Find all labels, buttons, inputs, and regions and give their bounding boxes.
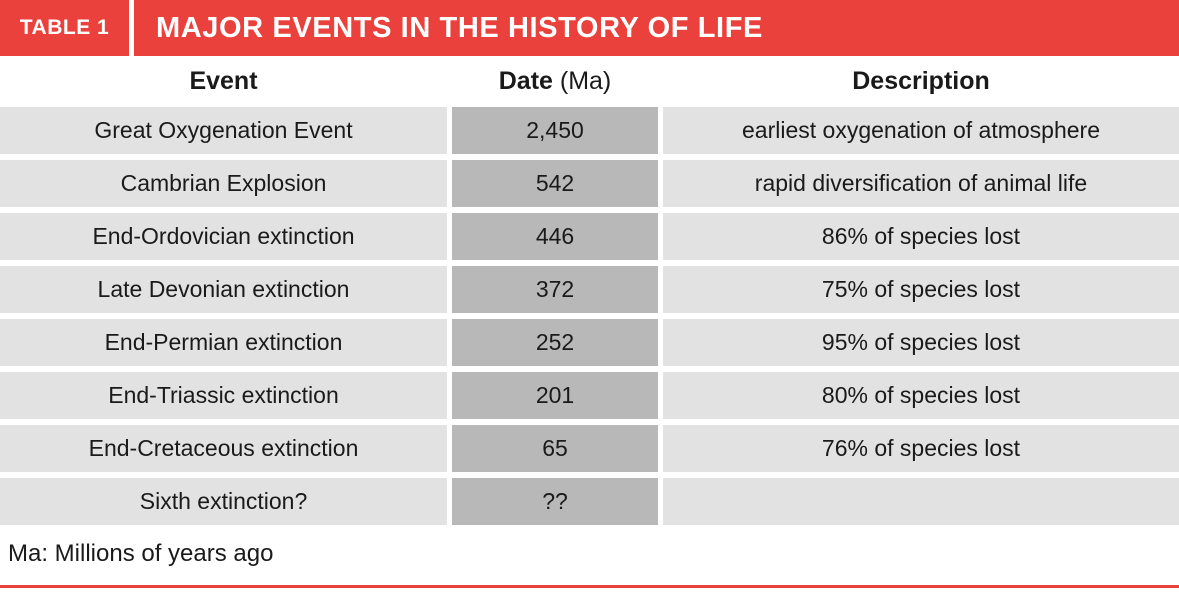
table-row: End-Cretaceous extinction 65 76% of spec… — [0, 425, 1179, 472]
event-cell: Cambrian Explosion — [0, 160, 447, 207]
column-gap — [658, 478, 663, 525]
table-row: Sixth extinction? ?? — [0, 478, 1179, 525]
column-gap — [447, 160, 452, 207]
table-title-text: MAJOR EVENTS IN THE HISTORY OF LIFE — [156, 11, 763, 44]
column-header-date-unit: (Ma) — [559, 67, 612, 95]
column-header-event: Event — [189, 67, 258, 95]
description-cell: 76% of species lost — [663, 425, 1179, 472]
column-gap — [447, 266, 452, 313]
date-cell: 542 — [452, 160, 658, 207]
column-gap — [658, 160, 663, 207]
table-body: Great Oxygenation Event 2,450 earliest o… — [0, 107, 1179, 525]
description-cell: 80% of species lost — [663, 372, 1179, 419]
table-title: MAJOR EVENTS IN THE HISTORY OF LIFE — [134, 0, 1179, 56]
column-header-date: Date (Ma) — [452, 67, 658, 96]
table-title-bar: TABLE 1 MAJOR EVENTS IN THE HISTORY OF L… — [0, 0, 1179, 56]
table-row: End-Permian extinction 252 95% of specie… — [0, 319, 1179, 366]
table-number-tag: TABLE 1 — [0, 0, 129, 56]
date-cell: 252 — [452, 319, 658, 366]
table-row: Cambrian Explosion 542 rapid diversifica… — [0, 160, 1179, 207]
event-cell: Sixth extinction? — [0, 478, 447, 525]
column-gap — [658, 266, 663, 313]
event-cell: Great Oxygenation Event — [0, 107, 447, 154]
column-gap — [447, 319, 452, 366]
date-cell: 65 — [452, 425, 658, 472]
table-row: End-Triassic extinction 201 80% of speci… — [0, 372, 1179, 419]
column-gap — [447, 213, 452, 260]
event-cell: End-Permian extinction — [0, 319, 447, 366]
table-footnote: Ma: Millions of years ago — [8, 540, 274, 567]
date-cell: 2,450 — [452, 107, 658, 154]
description-cell: 86% of species lost — [663, 213, 1179, 260]
column-gap — [447, 478, 452, 525]
event-cell: End-Triassic extinction — [0, 372, 447, 419]
column-gap — [658, 425, 663, 472]
event-cell: End-Ordovician extinction — [0, 213, 447, 260]
column-gap — [658, 213, 663, 260]
column-header-description: Description — [852, 67, 990, 95]
event-cell: End-Cretaceous extinction — [0, 425, 447, 472]
title-divider — [129, 0, 134, 56]
event-cell: Late Devonian extinction — [0, 266, 447, 313]
column-header-row: Event Date (Ma) Description — [0, 56, 1179, 107]
column-gap — [447, 107, 452, 154]
date-cell: 201 — [452, 372, 658, 419]
column-gap — [447, 372, 452, 419]
date-cell: 446 — [452, 213, 658, 260]
column-gap — [658, 319, 663, 366]
table-row: End-Ordovician extinction 446 86% of spe… — [0, 213, 1179, 260]
description-cell: rapid diversification of animal life — [663, 160, 1179, 207]
column-header-date-main: Date — [498, 67, 553, 95]
table-row: Great Oxygenation Event 2,450 earliest o… — [0, 107, 1179, 154]
date-cell: ?? — [452, 478, 658, 525]
column-gap — [658, 372, 663, 419]
description-cell: 95% of species lost — [663, 319, 1179, 366]
description-cell: 75% of species lost — [663, 266, 1179, 313]
bottom-rule — [0, 585, 1179, 588]
description-cell: earliest oxygenation of atmosphere — [663, 107, 1179, 154]
column-gap — [658, 107, 663, 154]
column-gap — [447, 425, 452, 472]
table-number-label: TABLE 1 — [19, 16, 110, 39]
date-cell: 372 — [452, 266, 658, 313]
table-row: Late Devonian extinction 372 75% of spec… — [0, 266, 1179, 313]
description-cell — [663, 478, 1179, 525]
